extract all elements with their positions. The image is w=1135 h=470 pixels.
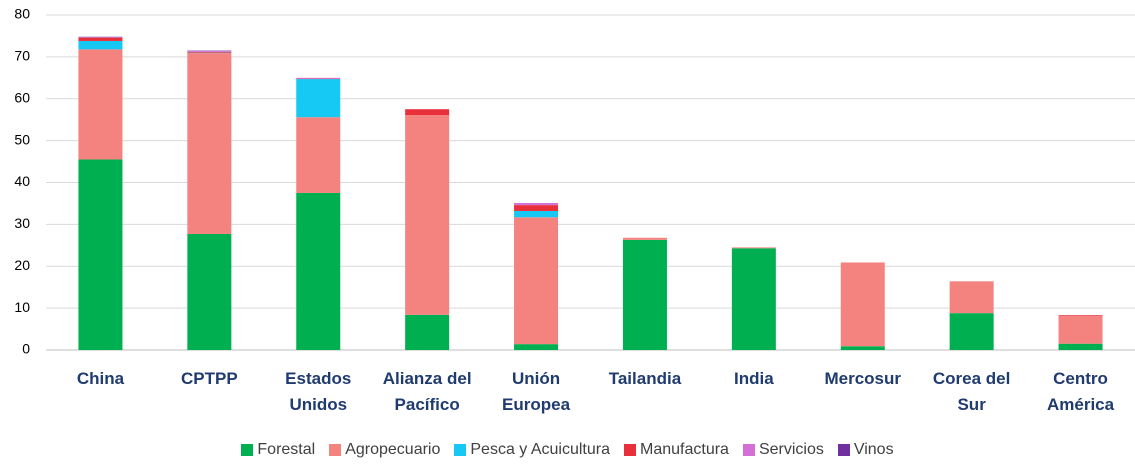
bar-segment xyxy=(622,237,667,240)
legend-swatch xyxy=(624,444,636,456)
legend-label: Manufactura xyxy=(640,441,729,458)
legend-item: Manufactura xyxy=(624,441,729,459)
legend-item: Agropecuario xyxy=(329,441,440,459)
bar-segment xyxy=(187,51,232,53)
legend-label: Vinos xyxy=(853,441,894,458)
legend-label: Forestal xyxy=(257,441,316,458)
bar-segment xyxy=(840,262,885,347)
bar-segment xyxy=(78,49,123,160)
bar-segment xyxy=(296,192,341,350)
legend-swatch xyxy=(241,444,254,456)
legend-label: Servicios xyxy=(758,441,824,458)
bar-segment xyxy=(296,77,341,79)
x-tick-label: Alianza del Pacífico xyxy=(382,369,472,414)
legend-item: Forestal xyxy=(241,441,315,459)
bar-segment xyxy=(187,234,232,350)
y-tick-label: 10 xyxy=(14,299,30,315)
bar-segment xyxy=(405,314,450,350)
y-tick-label: 50 xyxy=(14,131,30,147)
x-tick-label: Tailandia xyxy=(608,369,682,388)
bar-segment xyxy=(405,109,450,116)
legend-swatch xyxy=(454,444,467,456)
x-tick-label: India xyxy=(734,369,774,388)
x-tick-label: Estados Unidos xyxy=(285,369,352,414)
bar-segment xyxy=(514,203,559,206)
bar-segment xyxy=(296,117,341,193)
y-tick-label: 70 xyxy=(14,48,30,64)
bar-segment xyxy=(1058,315,1103,317)
y-tick-label: 40 xyxy=(14,173,30,189)
bar-segment xyxy=(296,79,341,118)
bar-segment xyxy=(514,217,559,345)
bar-segment xyxy=(78,40,123,50)
bar-segment xyxy=(514,344,559,350)
y-tick-label: 80 xyxy=(14,6,30,22)
legend-label: Pesca y Acuicultura xyxy=(470,441,610,458)
legend-item: Servicios xyxy=(742,441,824,459)
bar-segment xyxy=(949,281,994,314)
legend: Forestal Agropecuario Pesca y Acuicultura M… xyxy=(0,441,1135,459)
bar-segment xyxy=(840,346,885,350)
bar-segment xyxy=(1058,316,1103,344)
x-tick-label: Centro América xyxy=(1046,369,1115,414)
bar-segment xyxy=(78,37,123,41)
legend-item: Pesca y Acuicultura xyxy=(454,441,610,459)
legend-swatch xyxy=(329,444,342,456)
bar-segment xyxy=(514,210,559,218)
legend-swatch xyxy=(742,444,755,456)
bar-segment xyxy=(514,205,559,211)
bar-segment xyxy=(78,159,123,350)
x-tick-label: Mercosur xyxy=(824,369,902,388)
bar-segment xyxy=(622,239,667,350)
bar-segment xyxy=(1058,343,1103,350)
bar-segment xyxy=(731,248,776,350)
legend-swatch xyxy=(837,444,850,456)
x-tick-label: CPTPP xyxy=(181,369,238,388)
y-tick-label: 30 xyxy=(14,215,30,231)
x-tick-label: Corea del Sur xyxy=(932,369,1011,414)
bar-segment xyxy=(949,313,994,350)
legend-label: Agropecuario xyxy=(345,441,441,458)
x-tick-label: Unión Europea xyxy=(502,369,571,414)
bar-segment xyxy=(187,51,232,52)
bar-segment xyxy=(731,247,776,249)
legend-item: Vinos xyxy=(837,441,894,459)
bar-segment xyxy=(405,115,450,315)
x-tick-label: China xyxy=(76,369,125,388)
y-tick-label: 20 xyxy=(14,257,30,273)
bar-segment xyxy=(187,53,232,235)
y-tick-label: 60 xyxy=(14,89,30,105)
y-tick-label: 0 xyxy=(22,341,30,357)
